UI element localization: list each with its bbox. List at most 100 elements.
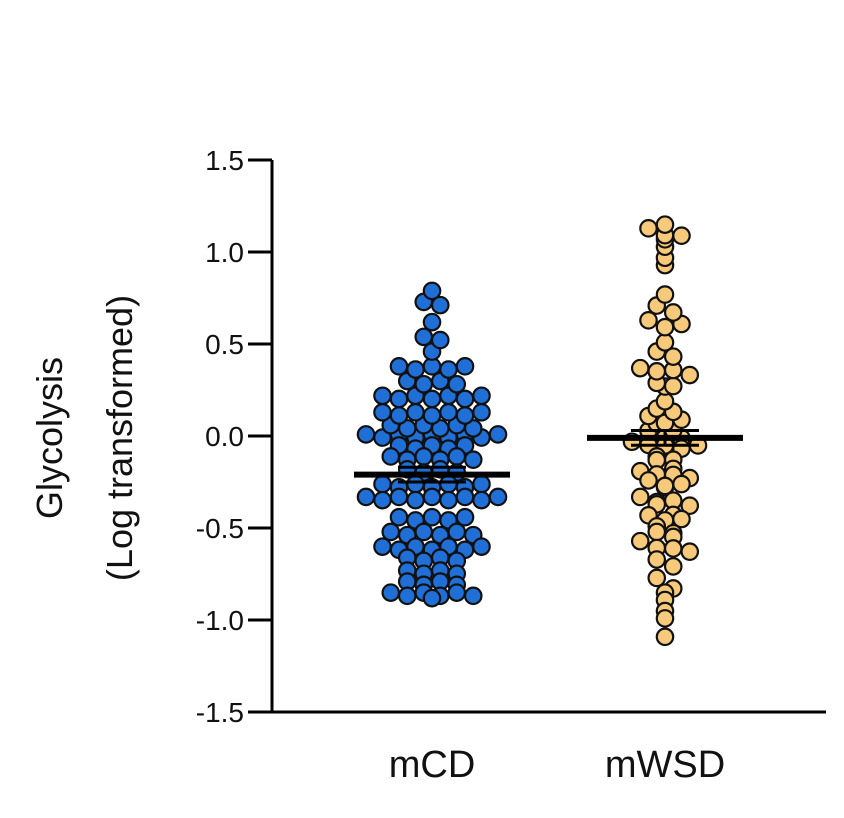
data-groups [354,215,743,647]
data-point [672,226,691,245]
data-point [373,403,392,422]
data-point [472,386,491,406]
data-point [430,295,450,315]
data-point [663,539,683,558]
data-point [381,522,401,542]
data-point [389,406,409,425]
data-point [655,317,675,337]
data-point [389,389,409,409]
data-point [422,312,442,332]
data-point [455,406,475,425]
data-point [647,362,667,381]
data-point [680,365,700,385]
data-point [422,487,442,507]
data-point [373,490,392,510]
group-mCD [354,281,510,608]
data-point [356,487,376,507]
data-point [463,450,483,469]
data-point [414,447,434,466]
data-point [463,419,483,438]
data-point [373,386,392,406]
y-tick-label: -0.5 [196,513,244,544]
data-point [639,471,658,490]
data-point [472,537,491,556]
data-point [463,586,483,606]
data-point [422,389,442,409]
data-point [680,542,700,561]
data-point [447,374,467,394]
data-point [414,522,434,542]
data-point [439,360,458,379]
data-point [439,403,458,422]
data-point [647,568,667,588]
data-point [488,487,508,507]
y-tick-label: -1.5 [196,697,244,728]
data-point [373,537,392,556]
data-point [639,219,658,238]
data-point [630,358,650,378]
data-point [639,311,658,330]
data-point [455,357,475,376]
data-point [439,474,458,494]
data-point [663,347,683,366]
y-tick-label: -1.0 [196,605,244,636]
data-point [447,447,467,466]
data-point [472,403,491,422]
y-tick-label: 0.5 [205,329,244,360]
data-point [414,327,434,347]
data-point [430,330,450,350]
data-point [422,281,442,301]
y-tick-label: 1.5 [205,145,244,176]
data-point [447,583,467,602]
data-point [655,609,675,628]
category-labels: mCD mWSD [389,744,725,786]
data-point [381,447,401,466]
category-label-mWSD: mWSD [605,744,725,786]
data-point [406,474,425,494]
data-point [672,474,691,494]
data-point [422,507,442,527]
y-axis-title-line2: (Log transformed) [99,295,140,581]
data-point [655,285,675,304]
data-point [356,425,376,444]
data-point [672,509,691,529]
data-point [389,487,409,507]
data-point [472,490,491,510]
data-point [472,474,491,494]
data-point [422,406,442,425]
data-point [630,531,650,551]
data-point [455,487,475,507]
data-point [655,476,675,496]
data-point [630,487,650,507]
data-point [647,522,667,542]
y-tick-label: 1.0 [205,237,244,268]
y-tick-label: 0.0 [205,421,244,452]
data-point [422,588,442,608]
data-point [655,627,675,647]
data-point [663,303,683,322]
data-point [397,586,417,606]
data-point [663,557,683,576]
data-point [655,333,675,352]
category-label-mCD: mCD [389,744,476,786]
data-point [455,507,475,527]
data-point [406,490,425,510]
y-axis-title-line1: Glycolysis [29,357,70,519]
data-point [389,357,409,376]
data-point [647,550,667,569]
data-point [406,403,425,422]
data-point [455,389,475,409]
group-mWSD [587,215,743,647]
data-point [680,496,700,515]
data-point [663,376,683,396]
data-point [389,507,409,527]
data-point [414,374,434,394]
data-point [439,490,458,510]
data-point [655,215,675,234]
data-point [406,360,425,379]
y-ticks: 1.5 1.0 0.5 0.0 -0.5 -1.0 -1.5 [196,145,272,728]
data-point [488,425,508,444]
data-point [373,474,392,494]
data-point [381,583,401,602]
